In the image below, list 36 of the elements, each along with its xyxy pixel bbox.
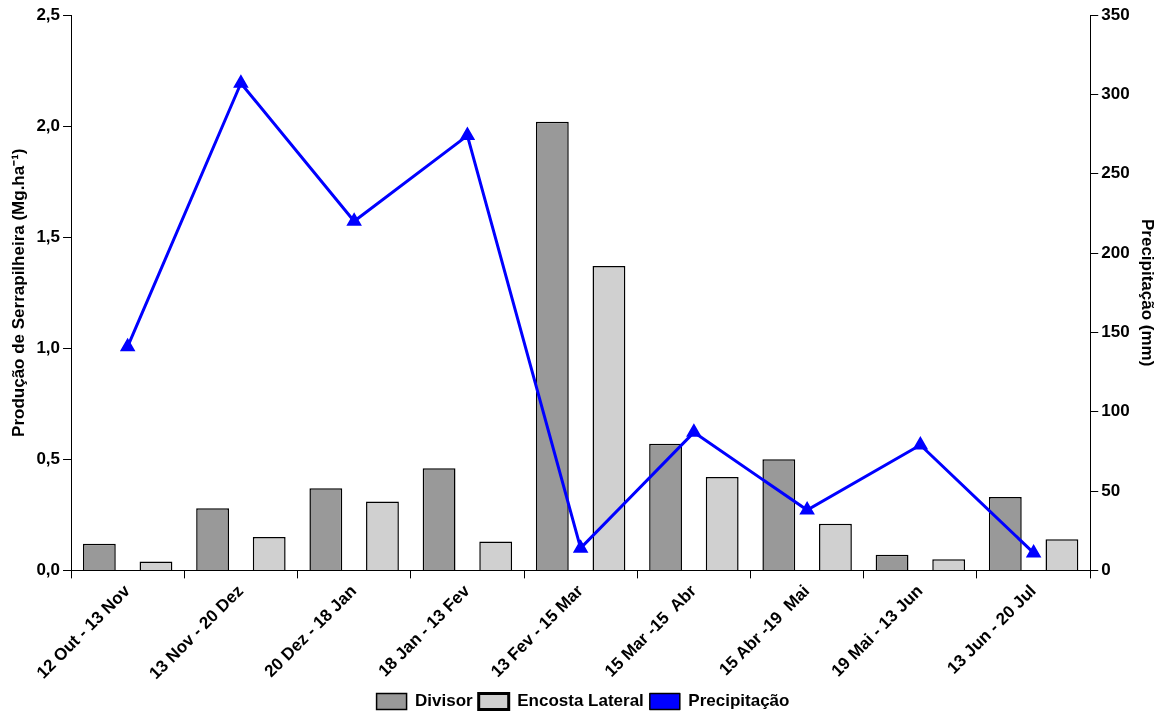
y-tick-label: 1,0 bbox=[36, 337, 61, 357]
legend-label: Encosta Lateral bbox=[517, 691, 644, 711]
y-tick-label: 2,0 bbox=[36, 115, 61, 135]
y-axis-title: Produção de Serrapilheira (Mg.ha⁻¹) bbox=[8, 148, 28, 437]
x-tick-label: 13 Jun - 20 Jul bbox=[943, 581, 1040, 678]
y-tick-label: 2,5 bbox=[36, 4, 61, 24]
point bbox=[800, 502, 814, 515]
point bbox=[913, 437, 928, 450]
y-tick-label: 0,5 bbox=[36, 449, 61, 468]
x-tick-label: 18 Jan - 13 Fev bbox=[374, 580, 474, 681]
x-tick-label: 13 Nov - 20 Dez bbox=[145, 581, 248, 683]
point bbox=[687, 424, 701, 437]
legend-label: Divisor bbox=[415, 691, 474, 711]
y2-axis-title: Precipitação (mm) bbox=[1138, 219, 1158, 367]
y2-tick-label: 200 bbox=[1101, 242, 1130, 262]
x-tick-label: 15 Mar -15 Abr bbox=[600, 581, 701, 681]
point bbox=[1026, 545, 1041, 558]
y-tick-label: 0,0 bbox=[36, 560, 61, 580]
y2-tick-label: 300 bbox=[1101, 84, 1130, 104]
x-tick-label: 13 Fev - 15 Mar bbox=[487, 581, 588, 681]
y2-tick-label: 0 bbox=[1101, 560, 1111, 580]
point bbox=[573, 540, 588, 553]
y2-tick-label: 250 bbox=[1101, 163, 1130, 183]
x-tick-label: 19 Mai - 13 Jun bbox=[827, 581, 927, 681]
y2-tick-label: 350 bbox=[1101, 4, 1130, 24]
legend-label: Precipitação bbox=[688, 691, 790, 711]
y2-tick-label: 50 bbox=[1101, 480, 1121, 500]
point bbox=[120, 339, 135, 352]
y-tick-label: 1,5 bbox=[36, 226, 61, 246]
y2-tick-label: 150 bbox=[1101, 322, 1130, 342]
point bbox=[347, 213, 361, 226]
x-tick-label: 20 Dez - 18 Jan bbox=[260, 581, 361, 681]
x-tick-label: 15 Abr -19 Mai bbox=[715, 581, 814, 680]
y2-tick-label: 100 bbox=[1101, 401, 1130, 421]
point bbox=[460, 128, 475, 141]
point bbox=[234, 75, 248, 88]
